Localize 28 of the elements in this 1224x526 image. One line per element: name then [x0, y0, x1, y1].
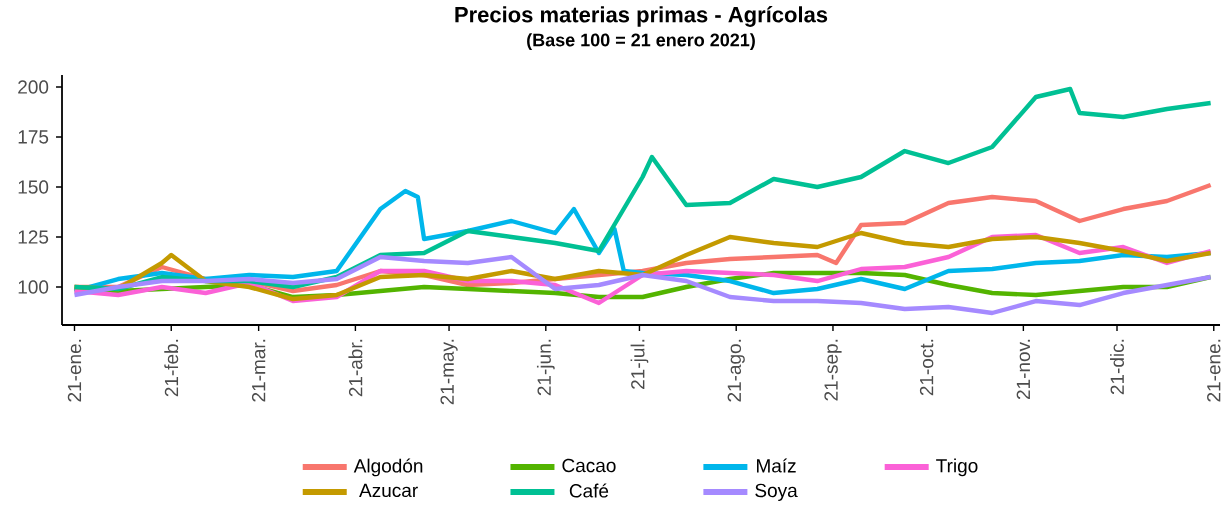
x-tick-label: 21-jun. — [536, 339, 555, 396]
x-tick-label: 21-sep. — [824, 339, 842, 401]
x-tick-label: 21-nov. — [1016, 339, 1031, 400]
line-series — [72, 254, 1213, 316]
y-tick-label: 175 — [18, 130, 49, 144]
x-tick-label: 21-dic. — [1110, 339, 1124, 395]
legend-label: Soya — [755, 483, 798, 501]
x-tick-label: 21-may. — [440, 339, 458, 405]
y-tick-label: 200 — [18, 80, 49, 94]
x-tick-label: 21-mar. — [251, 339, 266, 402]
y-tick-label: 125 — [18, 230, 49, 244]
legend-label: Maíz — [757, 458, 796, 473]
chart-title: Precios materias primas - Agrícolas — [455, 6, 828, 27]
legend-label: Trigo — [936, 458, 978, 477]
x-tick-label: 21-oct. — [919, 339, 934, 396]
x-tick-label: 21-ene. — [67, 339, 82, 402]
x-tick-label: 21-feb. — [164, 339, 179, 397]
x-tick-label: 21-jul. — [630, 339, 649, 389]
chart-subtitle: (Base 100 = 21 enero 2021) — [527, 33, 755, 50]
x-tick-label: 21-ago. — [727, 339, 745, 402]
legend-label: Algodón — [353, 458, 423, 477]
legend-label: Cacao — [562, 458, 616, 473]
legend-label: Azucar — [359, 483, 418, 498]
y-tick-label: 150 — [18, 180, 49, 194]
x-tick-label: 21-abr. — [348, 339, 363, 397]
y-tick-label: 100 — [18, 280, 49, 294]
legend-label: Café — [569, 483, 609, 498]
x-tick-label: 21-ene. — [1207, 339, 1221, 402]
